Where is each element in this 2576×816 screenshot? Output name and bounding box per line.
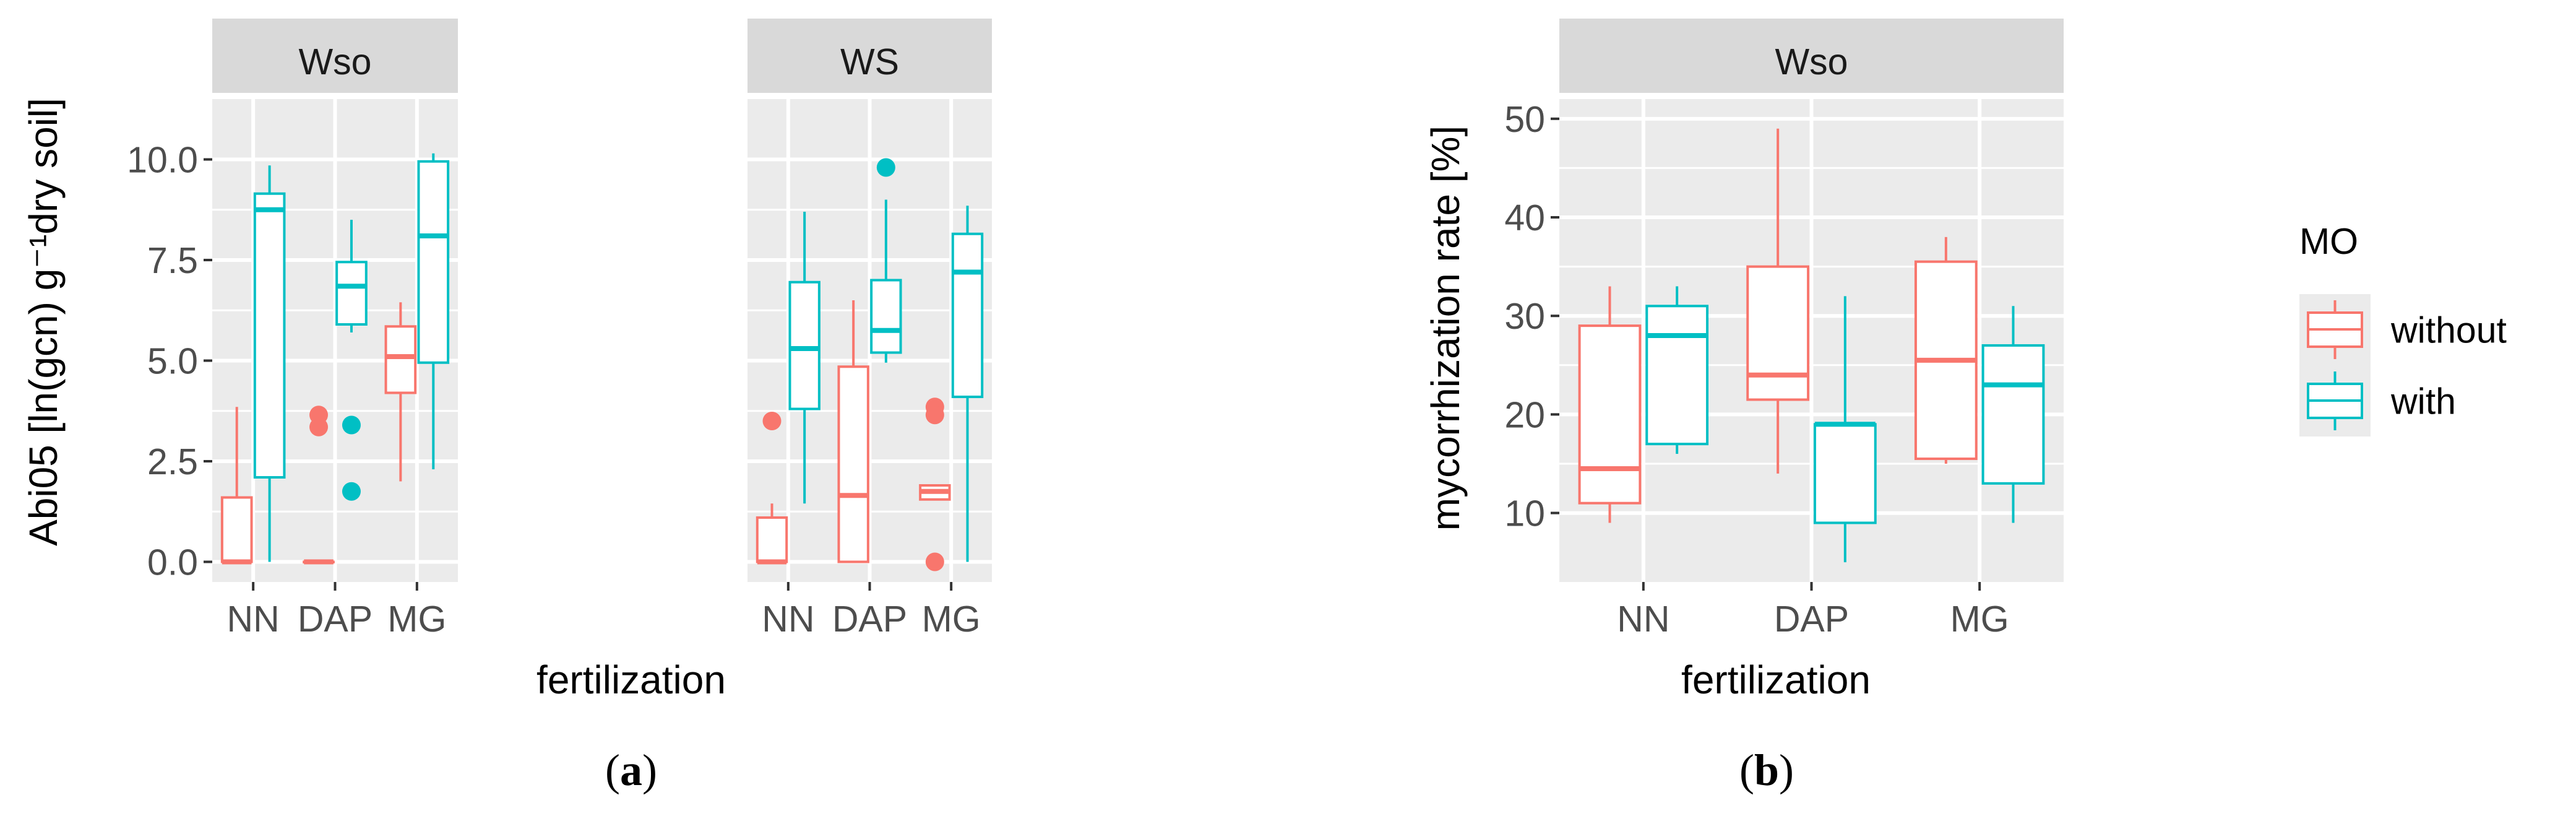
- outlier-point: [925, 406, 944, 425]
- b-y-tick-label: 30: [1504, 296, 1545, 337]
- legend-key-with: with: [2299, 365, 2456, 436]
- box-iqr: [253, 192, 286, 479]
- a-box-nn-without: [756, 412, 788, 565]
- a-box-mg-with: [951, 206, 984, 562]
- a-y-tick-label: 7.5: [147, 240, 198, 281]
- outlier-point: [925, 552, 944, 571]
- box-iqr: [788, 280, 821, 410]
- box-iqr: [1813, 423, 1877, 524]
- chart-a-x-axis-title: fertilization: [536, 658, 726, 702]
- b-box-mg-without: [1914, 237, 1978, 464]
- b-x-tick-label-dap: DAP: [1774, 599, 1849, 640]
- outlier-point: [342, 415, 361, 435]
- a-box-dap-without: [303, 406, 335, 565]
- box-iqr: [1645, 305, 1709, 446]
- a-y-tick-label: 0.0: [147, 542, 198, 583]
- chart-a-x-axis: NN DAP MG NN DAP MG: [227, 582, 981, 640]
- a-y-tick-label: 10.0: [127, 140, 198, 181]
- a-strip-bg-0: [212, 19, 458, 93]
- a-x-tick-label-nn: NN: [227, 599, 280, 640]
- a-box-dap-with: [870, 158, 902, 363]
- chart-b-panel-wso: Wso: [1559, 19, 2064, 582]
- b-strip-label-0: Wso: [1775, 41, 1848, 82]
- chart-b-x-axis: NN DAP MG: [1617, 582, 2009, 640]
- box-iqr: [384, 325, 417, 394]
- legend-label-without: without: [2390, 310, 2507, 351]
- b-box-dap-without: [1746, 128, 1810, 474]
- box-iqr: [837, 365, 869, 563]
- b-box-dap-with: [1813, 296, 1877, 563]
- box-iqr: [951, 232, 984, 398]
- caption-b-letter: b: [1754, 745, 1779, 795]
- b-y-tick-label: 20: [1504, 394, 1545, 435]
- legend-keys: without with: [2299, 294, 2507, 436]
- b-box-nn-without: [1578, 286, 1642, 523]
- a-strip-label-1: WS: [840, 41, 899, 82]
- legend: MO without with: [2299, 221, 2507, 436]
- box-iqr: [1981, 344, 2045, 485]
- chart-b-x-axis-title: fertilization: [1681, 658, 1871, 702]
- b-y-tick-label: 10: [1504, 493, 1545, 534]
- b-box-nn-with: [1645, 286, 1709, 454]
- a-box-dap-with: [335, 220, 368, 501]
- a-x-tick-label-mg: MG: [387, 599, 446, 640]
- chart-b-y-axis-title: mycorrhization rate [%]: [1423, 126, 1468, 531]
- legend-label-with: with: [2390, 381, 2456, 422]
- a-x-tick-label-dap: DAP: [298, 599, 373, 640]
- a-x-tick-label-mg: MG: [922, 599, 981, 640]
- b-box-mg-with: [1981, 306, 2045, 523]
- box-iqr: [417, 160, 450, 364]
- a-box-mg-with: [417, 153, 450, 469]
- outlier-point: [342, 482, 361, 501]
- a-box-mg-without: [384, 302, 417, 482]
- chart-a-panel-ws: WS: [747, 19, 992, 582]
- caption-a: (a): [605, 745, 657, 795]
- a-x-tick-label-dap: DAP: [832, 599, 907, 640]
- b-strip-bg-0: [1559, 19, 2064, 93]
- a-box-nn-with: [253, 165, 286, 562]
- a-strip-bg-1: [747, 19, 992, 93]
- outlier-point: [309, 417, 329, 436]
- legend-key-without: without: [2299, 294, 2507, 365]
- chart-b-y-axis: 10 20 30 40 50: [1504, 99, 1559, 534]
- b-y-tick-label: 50: [1504, 99, 1545, 140]
- a-box-mg-without: [919, 397, 951, 571]
- b-x-tick-label-nn: NN: [1617, 599, 1669, 640]
- b-y-tick-label: 40: [1504, 197, 1545, 238]
- outlier-point: [762, 412, 782, 430]
- a-x-tick-label-nn: NN: [762, 599, 814, 640]
- chart-a: Wso WS 0.0 2.5 5.0 7.5 10.0 NN DAP MG NN DAP MG A…: [21, 19, 992, 702]
- a-y-tick-label: 2.5: [147, 441, 198, 482]
- a-y-tick-label: 5.0: [147, 341, 198, 382]
- chart-a-y-axis-title: Abi05 [ln(gcn) g⁻¹dry soil]: [21, 98, 66, 546]
- box-iqr: [1746, 265, 1810, 401]
- box-iqr: [870, 279, 902, 354]
- b-x-tick-label-mg: MG: [1950, 599, 2009, 640]
- a-box-nn-with: [788, 212, 821, 504]
- a-box-nn-without: [220, 407, 253, 565]
- caption-a-letter: a: [620, 745, 642, 795]
- box-iqr: [1578, 324, 1642, 505]
- box-iqr: [756, 516, 788, 563]
- caption-b: (b): [1739, 745, 1794, 795]
- box-iqr: [335, 261, 368, 326]
- chart-a-y-axis: 0.0 2.5 5.0 7.5 10.0: [127, 140, 212, 583]
- a-strip-label-0: Wso: [299, 41, 372, 82]
- legend-title: MO: [2299, 221, 2358, 262]
- outlier-point: [876, 158, 895, 177]
- chart-b: Wso 10 20 30 40 50 NN DAP MG mycorrhization ra…: [1423, 19, 2064, 702]
- chart-a-panel-wso: Wso: [212, 19, 458, 582]
- box-iqr: [220, 496, 253, 563]
- a-box-dap-without: [837, 300, 869, 563]
